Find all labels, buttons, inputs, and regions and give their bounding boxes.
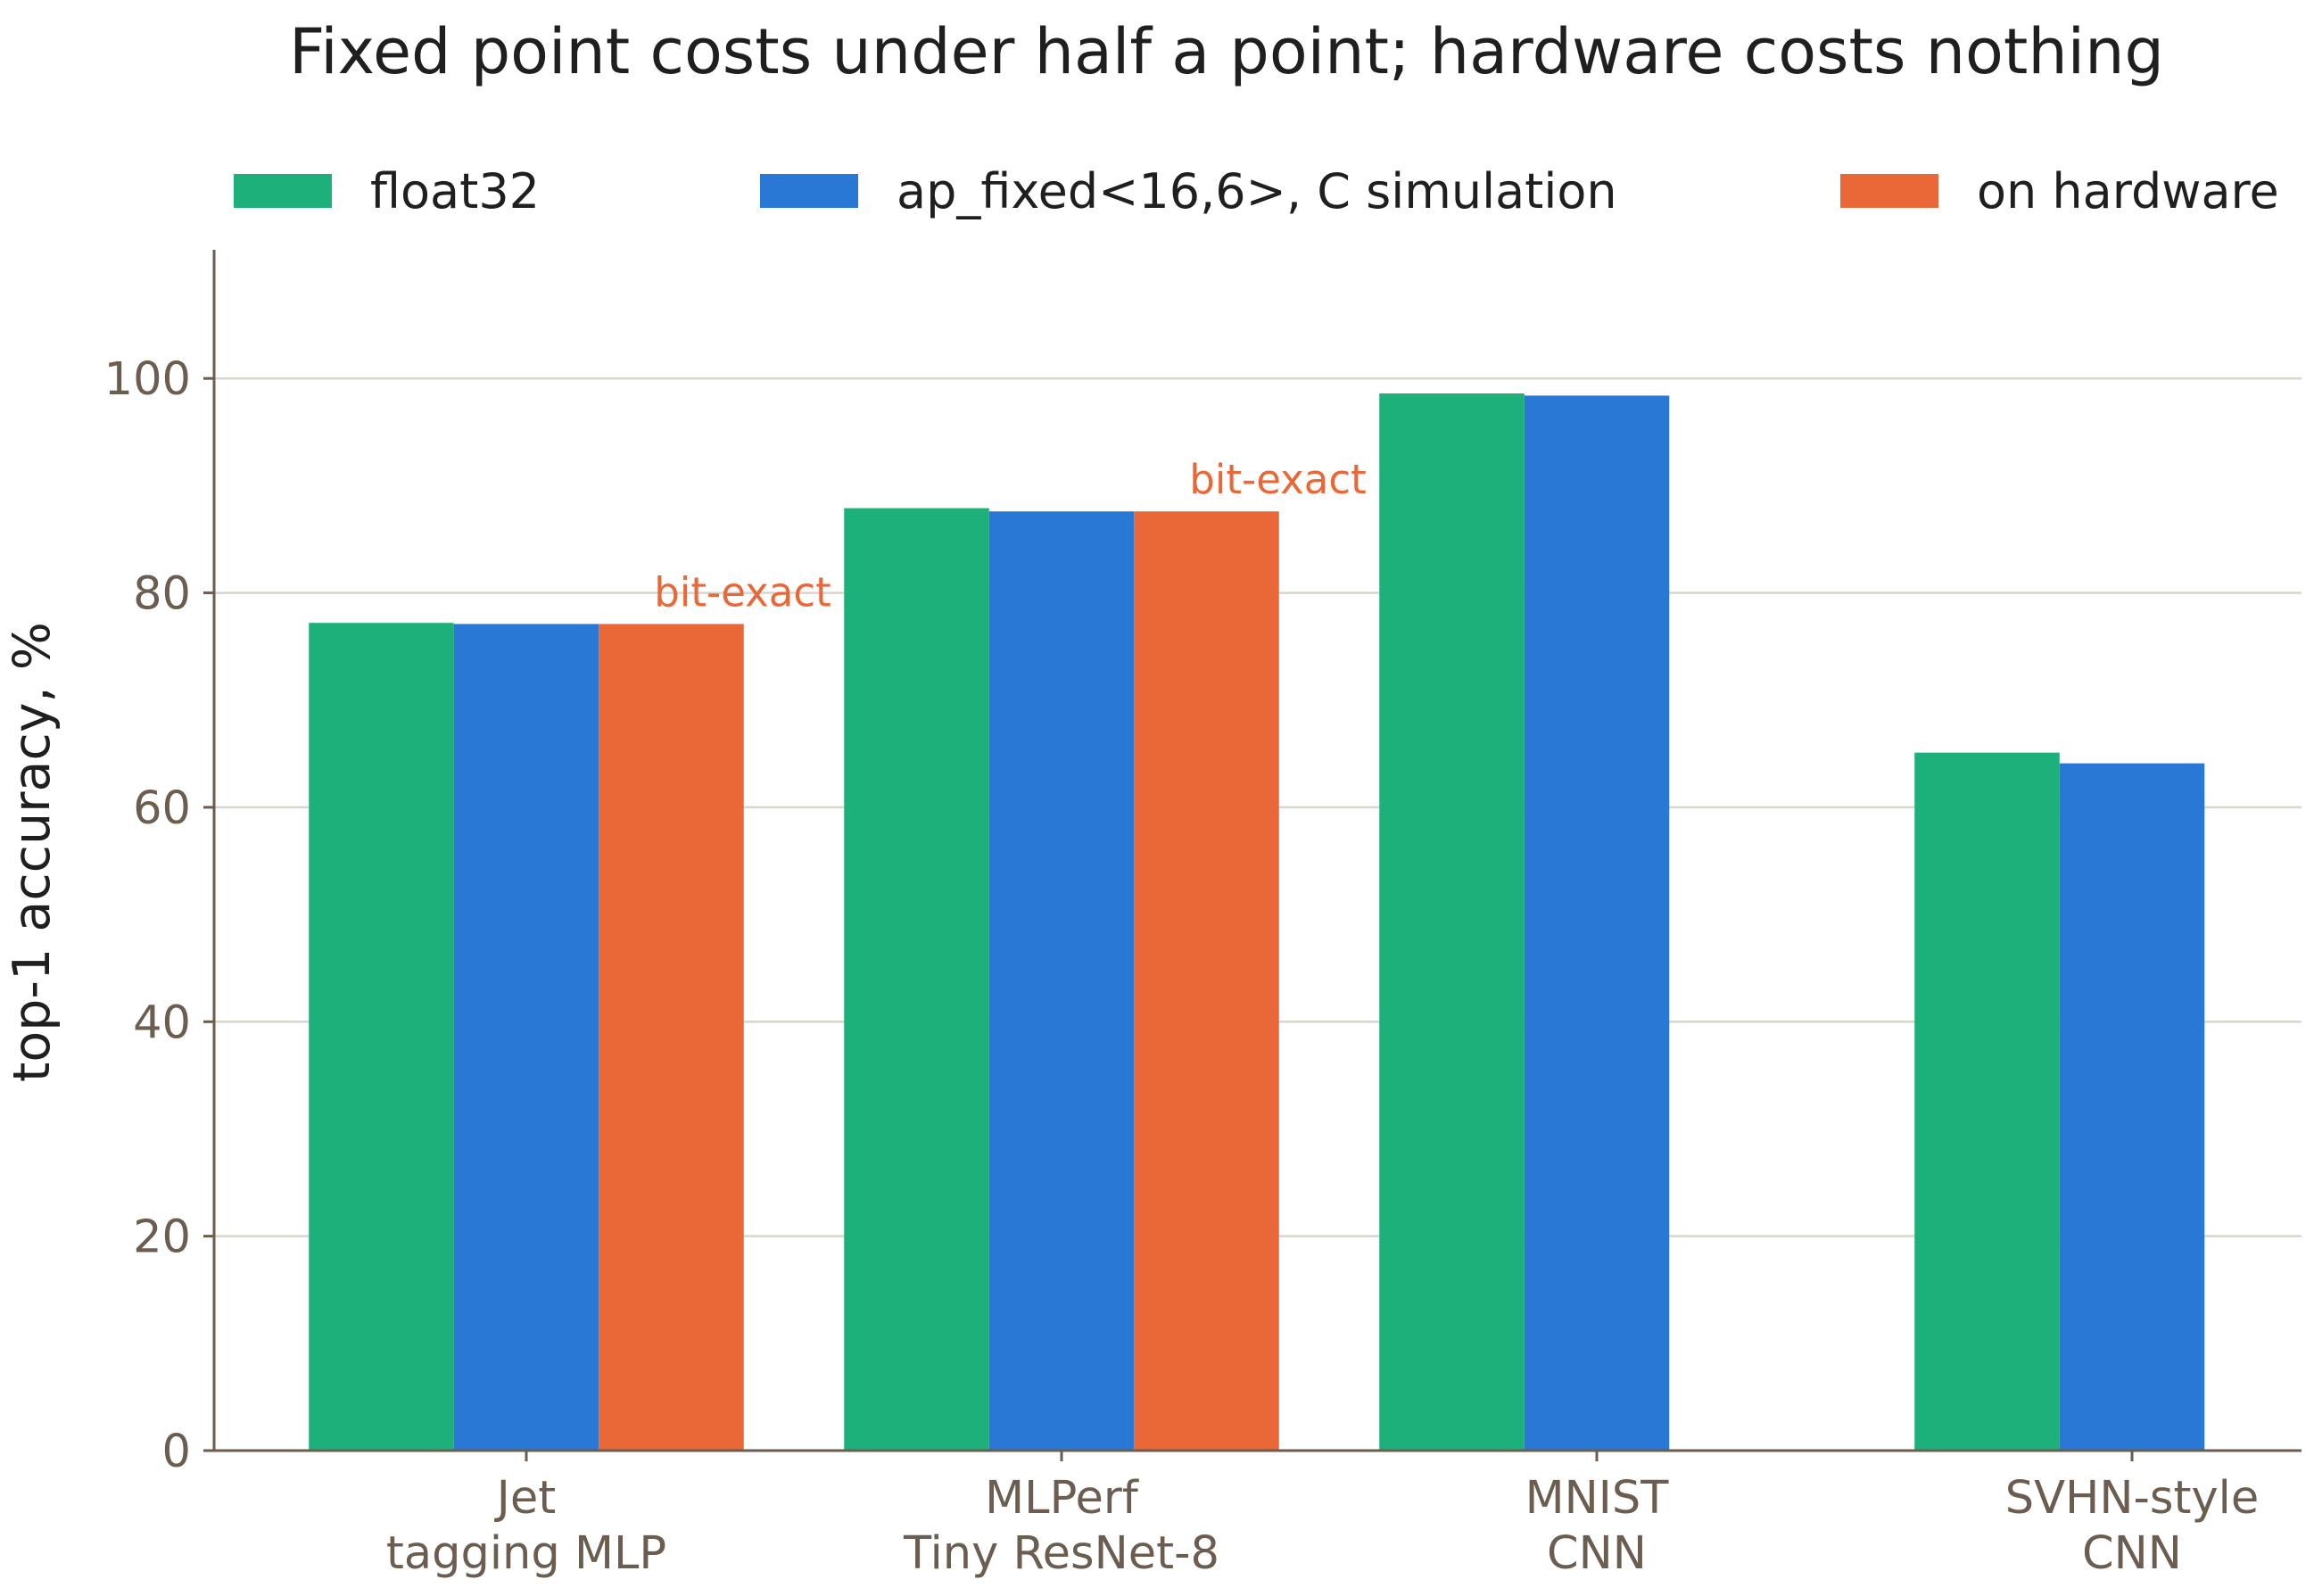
- legend-swatch: [760, 174, 858, 208]
- y-tick-label: 0: [162, 1426, 191, 1478]
- legend-swatch: [1840, 174, 1938, 208]
- legend-label: float32: [370, 163, 540, 219]
- legend-label: ap_fixed<16,6>, C simulation: [897, 163, 1617, 219]
- x-tick-label: Tiny ResNet-8: [903, 1527, 1219, 1580]
- bar: [2059, 763, 2205, 1451]
- bar: [453, 624, 599, 1451]
- x-tick-label: CNN: [2082, 1527, 2182, 1580]
- x-tick-label: SVHN-style: [2005, 1472, 2259, 1525]
- bar: [1379, 393, 1525, 1451]
- y-tick-label: 80: [133, 568, 191, 621]
- annotations: bit-exact bit-exact: [654, 456, 1366, 616]
- legend-swatch: [234, 174, 332, 208]
- y-tick-label: 20: [133, 1211, 191, 1264]
- annotation-label: bit-exact: [1189, 456, 1366, 503]
- bar: [1524, 395, 1670, 1451]
- x-tick-label: tagging MLP: [386, 1527, 666, 1580]
- bars: [309, 393, 2205, 1451]
- bar: [844, 508, 989, 1451]
- y-tick-label: 40: [133, 996, 191, 1049]
- bar: [309, 623, 454, 1451]
- annotation-label: bit-exact: [654, 568, 831, 616]
- x-tick-label: Jet: [494, 1472, 556, 1525]
- axes: [212, 250, 2302, 1452]
- chart-title: Fixed point costs under half a point; ha…: [289, 15, 2164, 88]
- bar: [1134, 511, 1279, 1451]
- bar: [599, 624, 744, 1451]
- y-axis-ticks: 0 20 40 60 80 100: [104, 353, 214, 1478]
- legend-label: on hardware: [1977, 163, 2279, 219]
- legend: float32 ap_fixed<16,6>, C simulation on ha…: [234, 163, 2279, 219]
- bar: [1914, 752, 2060, 1451]
- bar: [988, 511, 1135, 1451]
- y-axis-label: top-1 accuracy, %: [3, 622, 62, 1082]
- x-tick-label: MNIST: [1525, 1472, 1670, 1525]
- x-tick-label: MLPerf: [985, 1472, 1139, 1525]
- y-tick-label: 60: [133, 782, 191, 835]
- x-tick-label: CNN: [1547, 1527, 1647, 1580]
- y-tick-label: 100: [104, 353, 191, 406]
